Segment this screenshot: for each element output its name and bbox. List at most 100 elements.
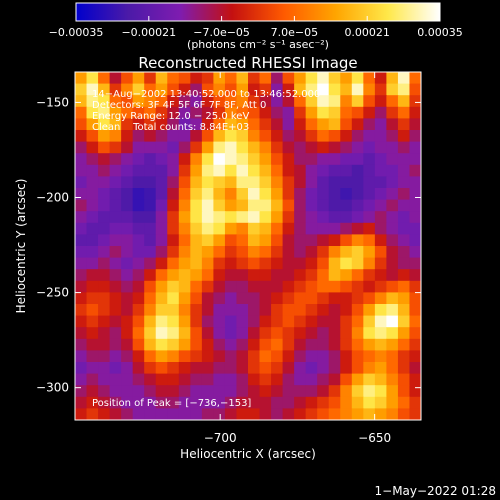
heatmap-cell xyxy=(75,222,88,235)
heatmap-cell xyxy=(248,338,261,351)
heatmap-cell xyxy=(340,362,353,375)
heatmap-cell xyxy=(271,222,284,235)
heatmap-cell xyxy=(155,292,168,305)
heatmap-cell xyxy=(328,292,341,305)
heatmap-cell xyxy=(144,385,157,398)
heatmap-cell xyxy=(201,222,214,235)
heatmap-cell xyxy=(282,408,295,420)
heatmap-cell xyxy=(248,315,261,328)
heatmap-cell xyxy=(397,362,411,375)
heatmap-cell xyxy=(224,118,238,131)
heatmap-cell xyxy=(98,246,111,259)
heatmap-cell xyxy=(328,234,341,247)
heatmap-cell xyxy=(328,141,341,154)
heatmap-cell xyxy=(271,304,284,317)
heatmap-cell xyxy=(259,199,272,212)
heatmap-cell xyxy=(109,164,122,177)
heatmap-cell xyxy=(282,72,295,85)
heatmap-cell xyxy=(259,373,272,386)
heatmap-cell xyxy=(248,95,261,108)
heatmap-cell xyxy=(75,83,88,96)
heatmap-cell xyxy=(271,188,284,201)
heatmap-cell xyxy=(363,234,376,247)
heatmap-cell xyxy=(155,222,168,235)
heatmap-cell xyxy=(317,350,330,363)
heatmap-cell xyxy=(75,292,88,305)
heatmap-cell xyxy=(409,292,421,305)
heatmap-cell xyxy=(190,222,203,235)
heatmap-cell xyxy=(86,269,99,282)
heatmap-cell xyxy=(340,199,353,212)
heatmap-cell xyxy=(201,408,214,420)
heatmap-cell xyxy=(363,246,376,259)
heatmap-cell xyxy=(409,304,421,317)
heatmap-cell xyxy=(155,164,168,177)
heatmap-cell xyxy=(317,72,330,85)
heatmap-cell xyxy=(201,130,214,143)
heatmap-cell xyxy=(144,327,157,340)
heatmap-cell xyxy=(340,338,353,351)
heatmap-cell xyxy=(271,106,284,119)
heatmap-cell xyxy=(109,106,122,119)
heatmap-cell xyxy=(155,234,168,247)
heatmap-cell xyxy=(282,176,295,189)
heatmap-cell xyxy=(409,269,421,282)
heatmap-cell xyxy=(75,338,88,351)
heatmap-cell xyxy=(109,269,122,282)
heatmap-cell xyxy=(236,373,249,386)
heatmap-cell xyxy=(178,130,191,143)
heatmap-cell xyxy=(397,83,411,96)
heatmap-cell xyxy=(75,188,88,201)
heatmap-cell xyxy=(248,199,261,212)
heatmap-cell xyxy=(86,280,99,293)
heatmap-cell xyxy=(294,211,307,224)
heatmap-cell xyxy=(317,280,330,293)
annotation-detectors: Detectors: 3F 4F 5F 6F 7F 8F, Att 0 xyxy=(92,100,266,111)
heatmap-cell xyxy=(259,176,272,189)
heatmap-cell xyxy=(201,362,214,375)
heatmap-cell xyxy=(75,315,88,328)
heatmap-cell xyxy=(109,327,122,340)
heatmap-cell xyxy=(224,327,238,340)
heatmap-cell xyxy=(282,338,295,351)
heatmap-cell xyxy=(155,95,168,108)
heatmap-cell xyxy=(305,153,318,166)
heatmap-cell xyxy=(282,95,295,108)
heatmap-cell xyxy=(397,373,411,386)
heatmap-cell xyxy=(75,396,88,409)
heatmap-cell xyxy=(259,118,272,131)
heatmap-cell xyxy=(282,211,295,224)
heatmap-cell xyxy=(155,118,168,131)
heatmap-cell xyxy=(178,373,191,386)
heatmap-cell xyxy=(121,327,134,340)
heatmap-cell xyxy=(294,83,307,96)
heatmap-cell xyxy=(248,408,261,420)
heatmap-cell xyxy=(86,83,99,96)
heatmap-cell xyxy=(294,315,307,328)
heatmap-cell xyxy=(155,385,168,398)
heatmap-cell xyxy=(167,164,180,177)
heatmap-cell xyxy=(328,176,341,189)
heatmap-cell xyxy=(351,257,364,270)
heatmap-cell xyxy=(213,164,226,177)
heatmap-cell xyxy=(178,269,191,282)
heatmap-cell xyxy=(132,338,145,351)
heatmap-cell xyxy=(397,234,411,247)
heatmap-cell xyxy=(224,130,238,143)
heatmap-cell xyxy=(144,188,157,201)
heatmap-cell xyxy=(190,280,203,293)
heatmap-cell xyxy=(363,176,376,189)
heatmap-cell xyxy=(351,164,364,177)
heatmap-cell xyxy=(201,315,214,328)
heatmap-cell xyxy=(374,95,387,108)
heatmap-cell xyxy=(351,373,364,386)
heatmap-cell xyxy=(363,350,376,363)
heatmap-cell xyxy=(259,280,272,293)
heatmap-cell xyxy=(155,257,168,270)
heatmap-cell xyxy=(397,118,411,131)
heatmap-cell xyxy=(121,246,134,259)
heatmap-cell xyxy=(190,234,203,247)
heatmap-cell xyxy=(374,338,387,351)
heatmap-cell xyxy=(317,176,330,189)
heatmap-cell xyxy=(98,222,111,235)
